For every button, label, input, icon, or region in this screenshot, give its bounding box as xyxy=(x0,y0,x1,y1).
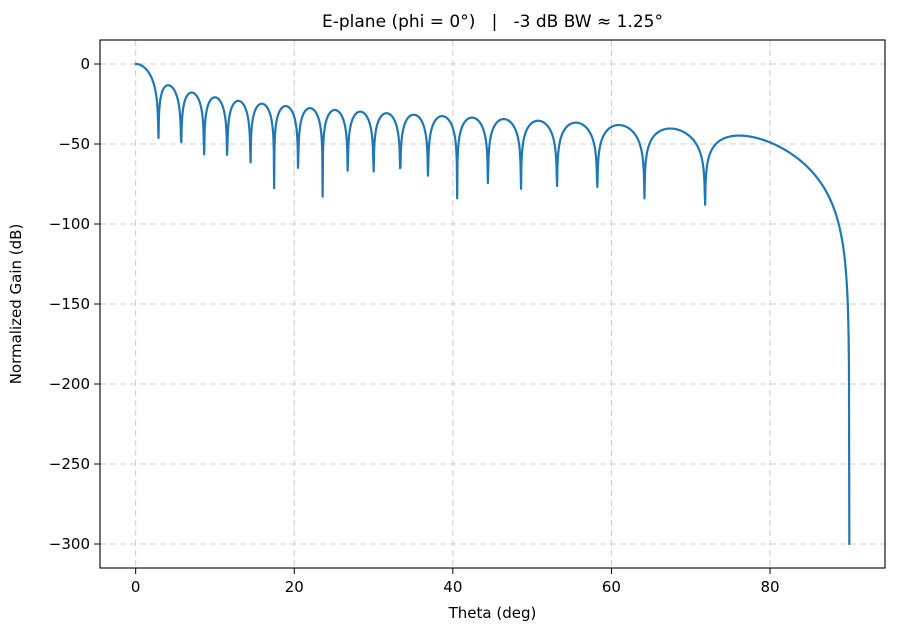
y-tick-label: −250 xyxy=(49,455,90,473)
gridlines xyxy=(100,40,885,568)
x-axis-ticks: 0 20 40 60 80 xyxy=(131,568,780,596)
y-axis-ticks: 0 −50 −100 −150 −200 −250 −300 xyxy=(49,55,100,553)
x-tick-label: 80 xyxy=(760,578,779,596)
y-tick-label: 0 xyxy=(80,55,90,73)
chart-title: E-plane (phi = 0°) | -3 dB BW ≈ 1.25° xyxy=(322,12,663,32)
x-tick-label: 20 xyxy=(285,578,304,596)
x-tick-label: 0 xyxy=(131,578,141,596)
y-tick-label: −200 xyxy=(49,375,90,393)
x-tick-label: 60 xyxy=(602,578,621,596)
y-tick-label: −150 xyxy=(49,295,90,313)
series-line xyxy=(134,62,851,546)
x-axis-label: Theta (deg) xyxy=(448,604,537,622)
y-axis-label: Normalized Gain (dB) xyxy=(7,224,25,385)
y-tick-label: −100 xyxy=(49,215,90,233)
y-tick-label: −300 xyxy=(49,535,90,553)
y-tick-label: −50 xyxy=(58,135,90,153)
x-tick-label: 40 xyxy=(443,578,462,596)
